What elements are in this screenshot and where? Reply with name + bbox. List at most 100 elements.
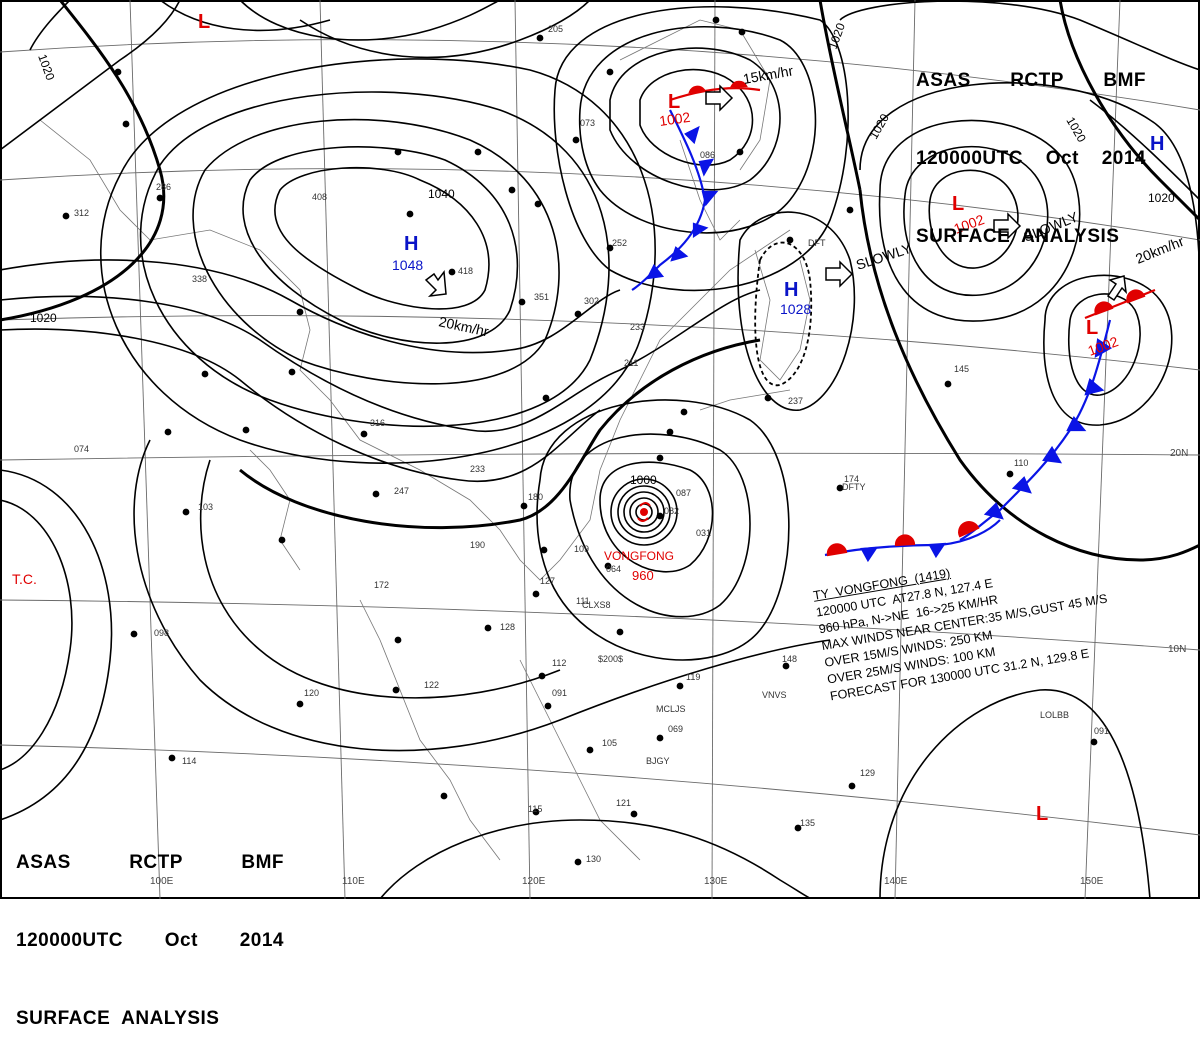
stn-12: 145 — [954, 364, 969, 374]
cold-front-north — [631, 109, 719, 291]
stn-46: 086 — [700, 150, 715, 160]
low-center-letter: L — [952, 193, 964, 215]
stn-30: 119 — [686, 672, 700, 682]
high-center-value: 1028 — [780, 301, 811, 317]
typhoon-name: VONGFONG — [604, 549, 674, 563]
stn-36: 129 — [860, 768, 875, 778]
stn-15: 180 — [528, 492, 543, 502]
low-center-letter: L — [198, 11, 210, 33]
lon-label: 130E — [704, 876, 728, 887]
title-station: RCTP — [129, 852, 183, 873]
warm-front-north — [669, 80, 761, 102]
stn-29: 148 — [782, 654, 797, 664]
code-3: VNVS — [762, 690, 787, 700]
stn-44: 082 — [664, 506, 679, 516]
stationary-front — [824, 519, 1001, 563]
stn-6: 351 — [534, 292, 549, 302]
stn-7: 302 — [584, 296, 599, 306]
stn-0: 205 — [548, 24, 563, 34]
stn-14: 110 — [1014, 458, 1028, 468]
code-4: BJGY — [646, 756, 670, 766]
stn-8: 252 — [612, 238, 627, 248]
typhoon-symbol — [637, 502, 651, 522]
lon-label: 140E — [884, 876, 908, 887]
low-center-letter: L — [1036, 803, 1048, 825]
stn-10: 211 — [624, 358, 638, 368]
isobars — [0, 0, 1200, 899]
graticule-labels: 20N 10N 100E 110E 120E 130E 140E 150E — [150, 448, 1188, 887]
title-month: Oct — [164, 930, 198, 951]
typhoon-pressure: 960 — [632, 568, 654, 583]
high-center-letter: H — [784, 279, 798, 301]
lat-label: 10N — [1168, 644, 1186, 655]
stn-22: 109 — [574, 544, 589, 554]
code-6: DFTY — [842, 482, 866, 492]
low-center-letter: L — [1086, 317, 1098, 339]
title-time: 120000UTC — [16, 930, 123, 951]
stn-48: 073 — [580, 118, 595, 128]
stn-40: 091 — [552, 688, 567, 698]
motion-arrows — [424, 84, 1128, 302]
title-code: BMF — [241, 852, 284, 873]
stn-21: 127 — [540, 576, 555, 586]
title-product: SURFACE ANALYSIS — [16, 1008, 220, 1029]
code-5: LOLBB — [1040, 710, 1069, 720]
title-agency: ASAS — [916, 70, 971, 91]
lat-label: 20N — [1170, 448, 1188, 459]
stn-34: 130 — [586, 854, 601, 864]
isobar-label: 1020 — [1148, 191, 1175, 205]
stn-47: 091 — [1094, 726, 1109, 736]
title-time: 120000UTC — [916, 148, 1023, 169]
stn-32: 121 — [616, 798, 631, 808]
stn-13: 174 — [844, 474, 859, 484]
isobar-label: 1020 — [30, 311, 57, 325]
stn-25: 098 — [154, 628, 169, 638]
station-numbers: 205 286 312 338 408 418 351 302 252 233 … — [74, 24, 1109, 864]
stn-39: 128 — [500, 622, 515, 632]
high-center-letter: H — [404, 233, 418, 255]
stn-33: 115 — [528, 804, 542, 814]
stn-17: 233 — [470, 464, 485, 474]
stn-42: 111 — [576, 596, 590, 606]
title-month: Oct — [1045, 148, 1079, 169]
title-block-top: ASAS RCTP BMF 120000UTC Oct 2014 SURFACE… — [916, 16, 1146, 276]
tc-label: T.C. — [12, 571, 37, 587]
stn-28: 114 — [182, 756, 196, 766]
stn-27: 120 — [304, 688, 319, 698]
title-code: BMF — [1103, 70, 1146, 91]
title-agency: ASAS — [16, 852, 71, 873]
code-7: DFT — [808, 238, 826, 248]
high-center-value: 1048 — [392, 257, 423, 273]
code-1: CLXS8 — [582, 600, 611, 610]
stn-9: 233 — [630, 322, 645, 332]
stn-41: 112 — [552, 658, 566, 668]
cold-front-east — [959, 319, 1113, 541]
stn-11: 237 — [788, 396, 803, 406]
low-center-letter: L — [668, 91, 680, 113]
weather-map: 205 286 312 338 408 418 351 302 252 233 … — [0, 0, 1200, 899]
high-center-letter: H — [1150, 133, 1164, 155]
title-year: 2014 — [1101, 148, 1146, 169]
stn-35: 135 — [800, 818, 815, 828]
stn-38: 074 — [74, 444, 89, 454]
title-station: RCTP — [1010, 70, 1064, 91]
title-block-bottom: ASAS RCTP BMF 120000UTC Oct 2014 SURFACE… — [16, 798, 284, 1058]
code-0: $200$ — [598, 654, 623, 664]
stn-45: 087 — [676, 488, 691, 498]
title-product: SURFACE ANALYSIS — [916, 226, 1120, 247]
stn-26: 122 — [424, 680, 439, 690]
lon-label: 110E — [342, 876, 365, 887]
pressure-centers: H 1048 H 1028 H L 1002 L 1002 L 1002 L L — [198, 11, 1164, 825]
stn-4: 408 — [312, 192, 327, 202]
stn-18: 316 — [370, 418, 385, 428]
lon-label: 120E — [522, 876, 546, 887]
stn-24: 031 — [696, 528, 711, 538]
stn-5: 418 — [458, 266, 473, 276]
stn-16: 247 — [394, 486, 409, 496]
lon-label: 100E — [150, 876, 174, 887]
stn-37: 103 — [198, 502, 213, 512]
code-2: MCLJS — [656, 704, 686, 714]
warm-front-east — [1084, 288, 1156, 320]
station-markers — [62, 16, 1098, 866]
stn-2: 312 — [74, 208, 89, 218]
